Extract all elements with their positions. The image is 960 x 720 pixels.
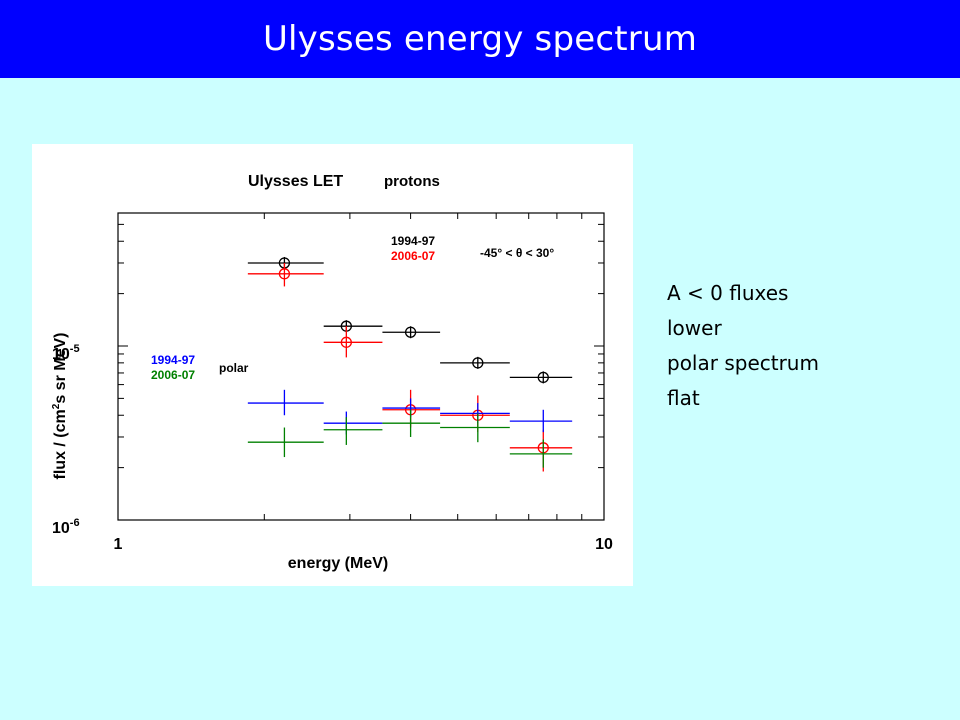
legend-entry-low: 1994-97: [391, 234, 435, 248]
spectrum-chart: Ulysses LET protons flux / (cm2s sr MeV)…: [51, 173, 613, 572]
note-line: polar spectrum: [667, 351, 819, 375]
data-point: [509, 439, 573, 468]
data-point: [323, 417, 383, 445]
figure-panel: Ulysses LET protons flux / (cm2s sr MeV)…: [32, 144, 633, 586]
y-axis-label-sup: 2: [51, 403, 62, 409]
data-point: [247, 256, 324, 269]
slide-title: Ulysses energy spectrum: [262, 19, 698, 59]
point-marker: [340, 336, 352, 348]
slide-title-bar: Ulysses energy spectrum: [0, 0, 960, 78]
data-point: [440, 356, 510, 369]
data-point: [247, 262, 324, 287]
x-tick-label: 10: [595, 536, 613, 553]
series-1: [247, 262, 573, 472]
data-series: [247, 256, 573, 472]
y-tick-label: 10-5: [52, 343, 80, 363]
note-line: flat: [667, 386, 700, 410]
data-point: [247, 427, 324, 458]
x-axis-label: energy (MeV): [288, 555, 388, 572]
series-0: [247, 256, 573, 384]
data-point: [323, 320, 383, 333]
data-point: [509, 371, 573, 384]
data-point: [440, 403, 510, 424]
plot-frame: [117, 212, 605, 521]
data-point: [440, 413, 510, 443]
note-line: A < 0 fluxes: [667, 281, 789, 305]
axis-tick-labels: 1 10 10-6 10-5: [52, 343, 613, 553]
legend-range-label: -45° < θ < 30°: [480, 246, 554, 260]
slide-notes: A < 0 fluxes lower polar spectrum flat: [667, 276, 819, 416]
y-axis-label: flux / (cm2s sr MeV): [51, 333, 69, 480]
y-axis-label-suffix: s sr MeV): [52, 333, 69, 404]
x-tick-label: 1: [114, 536, 123, 553]
chart-title: Ulysses LET: [248, 173, 343, 190]
chart-title-suffix: protons: [384, 173, 440, 190]
legend-polar-label: polar: [219, 361, 249, 375]
data-point: [247, 389, 324, 416]
series-3: [247, 409, 573, 468]
data-point: [382, 326, 441, 339]
note-line: lower: [667, 316, 722, 340]
point-marker: [278, 268, 291, 280]
y-axis-label-prefix: flux / (cm: [52, 409, 69, 479]
data-point: [323, 326, 383, 358]
legend-entry-polar: 2006-07: [151, 368, 195, 382]
data-point: [509, 409, 573, 433]
data-point: [382, 409, 441, 437]
axis-ticks: [117, 213, 605, 521]
legend-entry-low: 2006-07: [391, 249, 435, 263]
data-point: [509, 429, 573, 472]
data-point: [323, 411, 383, 435]
legend-entry-polar: 1994-97: [151, 353, 195, 367]
y-tick-label: 10-6: [52, 517, 80, 537]
